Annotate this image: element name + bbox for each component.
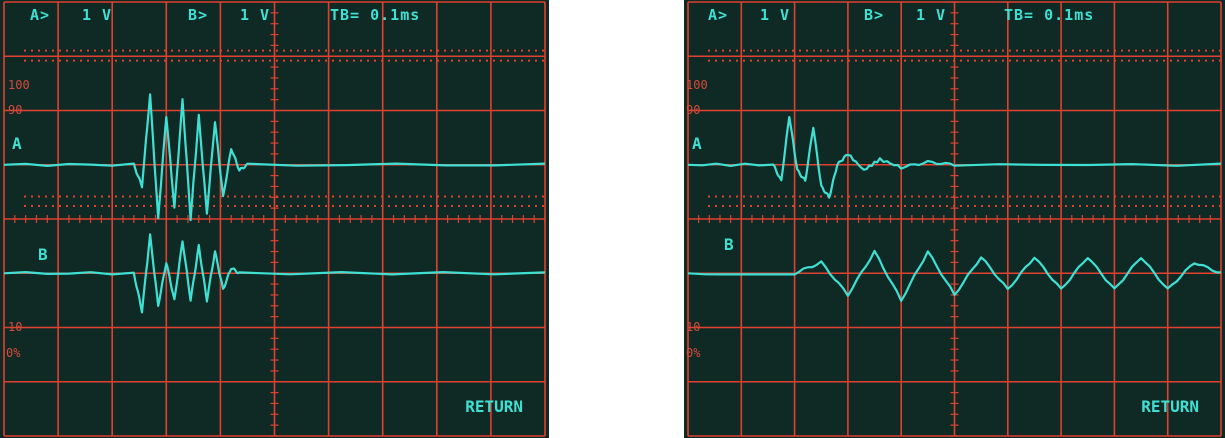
trace-a-label: A [12,134,22,153]
graticule [3,1,546,437]
channel-a-volts: 1 V [760,6,791,24]
ref-100-label: 100 [8,78,30,92]
ref-0-label: 0% [6,346,21,360]
timebase-readout: TB= 0.1ms [330,6,421,24]
ref-100-label: 100 [686,78,708,92]
channel-a-indicator: A> [30,6,51,24]
trace-a-line [687,116,1222,199]
ref-0-label: 0% [686,346,701,360]
trace-a-label: A [692,134,702,153]
trace-b-line [687,249,1222,302]
oscilloscope-screen-left: A> 1 V B> 1 V TB= 0.1ms 100 90 10 0% A B… [0,0,549,438]
timebase-readout: TB= 0.1ms [1004,6,1095,24]
ref-90-label: 90 [686,103,701,117]
channel-b-indicator: B> [864,6,885,24]
ref-10-label: 10 [8,320,23,334]
return-button[interactable]: RETURN [1141,397,1199,416]
channel-a-indicator: A> [708,6,729,24]
trace-a-line [3,93,546,222]
channel-b-volts: 1 V [240,6,271,24]
channel-a-volts: 1 V [82,6,113,24]
trace-b-label: B [38,245,48,264]
trace-b-label: B [724,235,734,254]
ref-10-label: 10 [686,320,701,334]
graticule [687,1,1222,437]
channel-b-indicator: B> [188,6,209,24]
ref-90-label: 90 [8,103,23,117]
trace-b-line [3,233,546,314]
channel-b-volts: 1 V [916,6,947,24]
return-button[interactable]: RETURN [465,397,523,416]
oscilloscope-screen-right: A> 1 V B> 1 V TB= 0.1ms 100 90 10 0% A B… [684,0,1225,438]
